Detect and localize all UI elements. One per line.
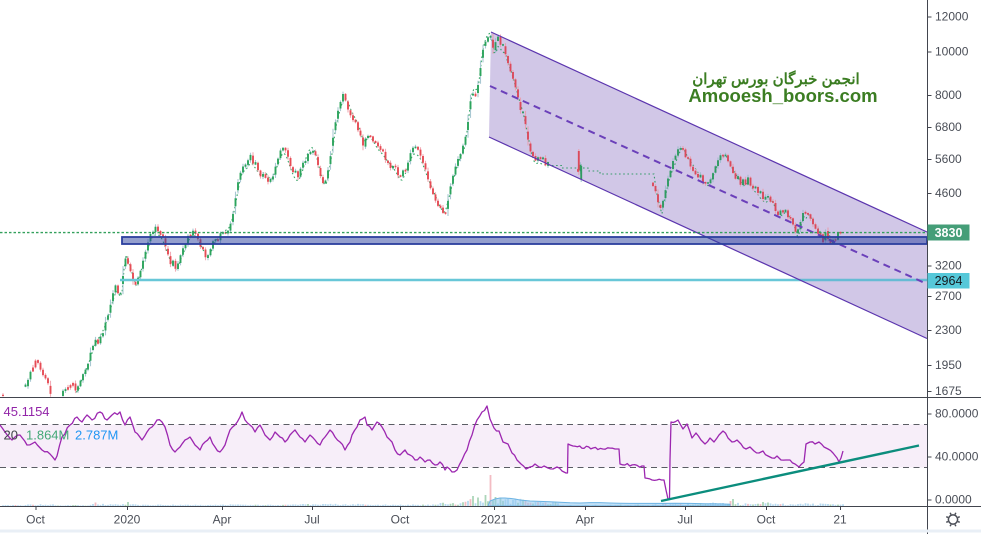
svg-text:40.0000: 40.0000 bbox=[935, 450, 979, 464]
svg-text:0.0000: 0.0000 bbox=[935, 493, 972, 507]
svg-text:12000: 12000 bbox=[935, 10, 969, 24]
svg-text:Amooesh_boors.com: Amooesh_boors.com bbox=[688, 85, 877, 106]
svg-text:Jul: Jul bbox=[304, 513, 319, 527]
svg-text:80.0000: 80.0000 bbox=[935, 407, 979, 421]
svg-text:1.864M: 1.864M bbox=[26, 428, 69, 443]
svg-text:5600: 5600 bbox=[935, 152, 962, 166]
svg-text:Oct: Oct bbox=[391, 513, 410, 527]
svg-text:8000: 8000 bbox=[935, 88, 962, 102]
svg-text:2700: 2700 bbox=[935, 289, 962, 303]
svg-text:3200: 3200 bbox=[935, 259, 962, 273]
svg-text:Jul: Jul bbox=[677, 513, 692, 527]
svg-text:21: 21 bbox=[833, 513, 847, 527]
svg-text:Oct: Oct bbox=[26, 513, 45, 527]
svg-text:2.787M: 2.787M bbox=[75, 428, 118, 443]
svg-text:2300: 2300 bbox=[935, 323, 962, 337]
svg-text:4600: 4600 bbox=[935, 186, 962, 200]
svg-text:انجمن خبرگان بورس تهران: انجمن خبرگان بورس تهران bbox=[692, 70, 859, 88]
svg-text:2021: 2021 bbox=[481, 513, 508, 527]
svg-text:1950: 1950 bbox=[935, 358, 962, 372]
svg-text:Oct: Oct bbox=[757, 513, 776, 527]
svg-text:45.1154: 45.1154 bbox=[4, 404, 50, 419]
svg-text:20: 20 bbox=[4, 428, 18, 443]
svg-text:6800: 6800 bbox=[935, 120, 962, 134]
svg-text:2964: 2964 bbox=[935, 274, 963, 288]
svg-text:Apr: Apr bbox=[576, 513, 595, 527]
svg-text:2020: 2020 bbox=[114, 513, 141, 527]
svg-text:3830: 3830 bbox=[935, 226, 963, 240]
svg-text:1675: 1675 bbox=[935, 384, 962, 398]
svg-text:10000: 10000 bbox=[935, 45, 969, 59]
svg-text:Apr: Apr bbox=[213, 513, 232, 527]
